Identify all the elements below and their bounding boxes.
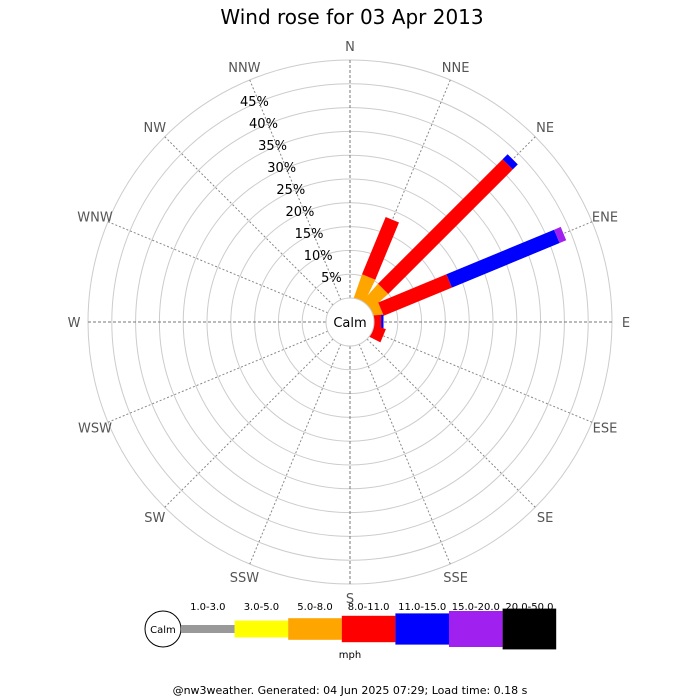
radial-tick-label: 35% — [258, 139, 287, 154]
direction-label-wnw: WNW — [77, 210, 113, 225]
legend-label-3.0-5.0: 3.0-5.0 — [244, 602, 279, 613]
bar-e-11.0-15.0 — [381, 314, 384, 330]
direction-label-w: W — [68, 316, 81, 331]
legend-label-15.0-20.0: 15.0-20.0 — [452, 602, 500, 613]
legend-label-8.0-11.0: 8.0-11.0 — [348, 602, 390, 613]
grid-ring — [111, 83, 589, 561]
bar-ne-11.0-15.0 — [502, 154, 518, 170]
legend-units-label: mph — [339, 650, 361, 661]
direction-label-ssw: SSW — [230, 571, 260, 586]
grid-ring — [206, 178, 494, 466]
legend-swatch-1.0-3.0 — [181, 625, 235, 633]
legend-swatch-8.0-11.0 — [341, 615, 396, 643]
direction-label-e: E — [622, 316, 630, 331]
calm-label: Calm — [333, 316, 366, 331]
bar-ene-11.0-15.0 — [446, 229, 560, 288]
direction-label-nw: NW — [144, 121, 167, 136]
direction-label-ene: ENE — [592, 210, 618, 225]
legend-label-20.0-50.0: 20.0-50.0 — [505, 602, 553, 613]
legend-swatch-5.0-8.0 — [288, 618, 342, 640]
direction-label-wsw: WSW — [78, 422, 112, 437]
calm-circle: Calm — [325, 297, 375, 347]
legend-swatch-20.0-50.0 — [502, 608, 557, 650]
direction-label-sse: SSE — [443, 571, 468, 586]
legend-label-1.0-3.0: 1.0-3.0 — [190, 602, 225, 613]
direction-label-nnw: NNW — [228, 61, 260, 76]
direction-label-nne: NNE — [442, 61, 470, 76]
direction-label-ne: NE — [536, 121, 554, 136]
legend-calm-label: Calm — [150, 625, 176, 636]
bar-ne-8.0-11.0 — [378, 159, 513, 294]
radial-tick-label: 45% — [240, 95, 269, 110]
radial-tick-labels: 5% 10% 15% 20% 25% 30% 35% 40% 45% — [240, 95, 342, 286]
footer-text: @nw3weather. Generated: 04 Jun 2025 07:2… — [173, 684, 528, 697]
direction-label-se: SE — [537, 511, 553, 526]
legend-swatch-3.0-5.0 — [234, 620, 289, 638]
radial-tick-label: 40% — [249, 117, 278, 132]
direction-label-n: N — [345, 40, 355, 55]
grid-ring — [301, 273, 399, 371]
radial-tick-label: 25% — [276, 183, 305, 198]
legend-label-5.0-8.0: 5.0-8.0 — [297, 602, 332, 613]
legend-label-11.0-15.0: 11.0-15.0 — [398, 602, 446, 613]
legend-swatch-11.0-15.0 — [395, 613, 449, 645]
bar-nne-8.0-11.0 — [362, 217, 399, 280]
bar-ene-15.0-20.0 — [554, 226, 567, 243]
radial-tick-label: 10% — [304, 249, 333, 264]
direction-label-s: S — [346, 592, 354, 607]
calm-center — [325, 297, 375, 347]
radial-tick-label: 15% — [295, 227, 324, 242]
direction-label-ese: ESE — [593, 422, 618, 437]
chart-title: Wind rose for 03 Apr 2013 — [220, 5, 483, 29]
bar-ene-8.0-11.0 — [378, 274, 452, 316]
radial-tick-label: 5% — [321, 271, 342, 286]
radial-tick-label: 30% — [267, 161, 296, 176]
direction-label-sw: SW — [144, 511, 165, 526]
radial-tick-label: 20% — [285, 205, 314, 220]
legend-swatch-15.0-20.0 — [449, 611, 503, 647]
speed-legend: Calm 1.0-3.0 3.0-5.0 5.0-8.0 8.0-11.0 11.0-15… — [144, 602, 557, 650]
direction-labels: N NNE NE ENE E ESE SE SSE S SSW SW WSW W WNW NW NNW — [68, 40, 631, 607]
